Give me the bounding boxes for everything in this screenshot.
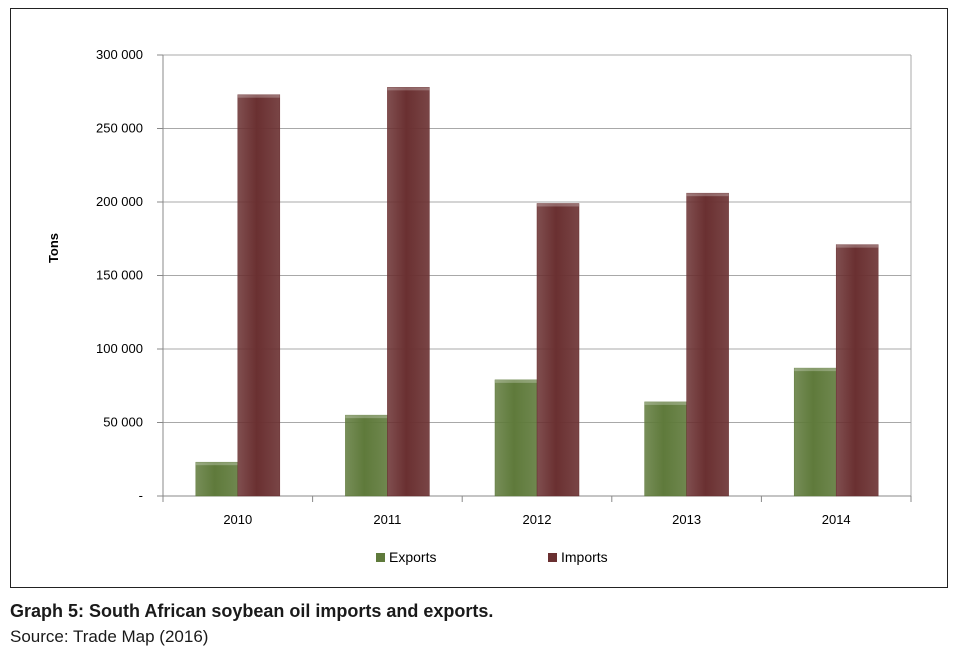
legend: Exports Imports [376,549,608,565]
bar-imports-2014 [835,244,879,497]
bar-exports-2013 [644,401,687,497]
y-axis-label: Tons [46,233,61,263]
bar-exports-2011 [345,414,388,497]
y-tick-label: 250 000 [96,121,143,136]
legend-label-exports: Exports [389,549,436,565]
bar-highlight [794,368,837,372]
legend-swatch-imports [548,553,557,562]
bar-imports-2010 [237,94,281,497]
y-tick-label: 100 000 [96,341,143,356]
y-tick-label: 200 000 [96,194,143,209]
x-tick-label: 2013 [672,512,701,527]
bar-imports-2012 [536,203,580,497]
bar-highlight [495,379,537,383]
bar-exports-2010 [195,461,239,497]
bar-highlight [345,415,388,419]
chart-frame [10,8,948,588]
legend-label-imports: Imports [561,549,608,565]
caption-title: Graph 5: South African soybean oil impor… [10,601,494,621]
x-tick-label: 2011 [373,512,401,527]
y-tick-label: - [139,488,143,503]
bar-exports-2012 [494,379,538,497]
bar-highlight [644,401,687,405]
gridlines [163,54,912,496]
bar-highlight [387,87,430,91]
bar-highlight [237,94,280,98]
bars [195,87,879,497]
tick-labels: - 50 000 100 000 150 000 200 000 250 000 300 0… [96,47,851,527]
bar-chart: - 50 000 100 000 150 000 200 000 250 000 300 0… [46,47,912,565]
bar-highlight [836,244,879,248]
bar-imports-2013 [686,192,729,497]
x-tick-label: 2014 [822,512,851,527]
x-tick-label: 2012 [523,512,552,527]
bar-exports-2014 [793,367,837,497]
bar-imports-2011 [387,87,430,497]
y-tick-label: 150 000 [96,268,143,283]
caption-source: Source: Trade Map (2016) [10,627,209,646]
bar-highlight [686,193,729,197]
bar-highlight [537,203,579,207]
y-tick-label: 300 000 [96,47,143,62]
x-tick-label: 2010 [223,512,252,527]
legend-swatch-exports [376,553,385,562]
bar-highlight [195,462,238,466]
y-tick-label: 50 000 [103,415,143,430]
